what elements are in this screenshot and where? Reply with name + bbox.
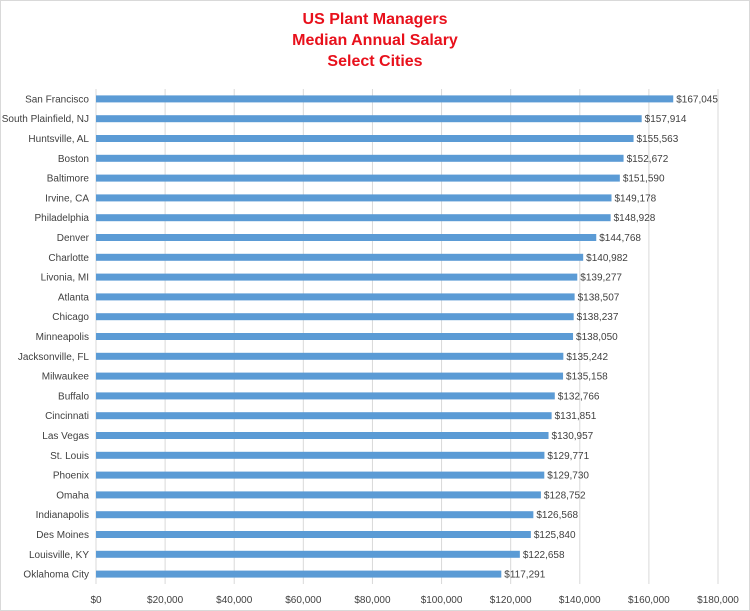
category-label: Phoenix: [53, 471, 89, 482]
bar: [96, 333, 574, 340]
bar: [96, 550, 520, 558]
bar: [96, 471, 545, 479]
data-label: $126,568: [536, 510, 578, 521]
data-label: $138,507: [578, 292, 620, 303]
category-label: Baltimore: [47, 174, 90, 185]
data-label: $148,928: [614, 213, 656, 224]
chart-title: US Plant Managers Median Annual Salary S…: [1, 9, 749, 72]
data-label: $131,851: [555, 411, 597, 422]
bar: [96, 491, 541, 499]
bar: [96, 392, 555, 400]
category-label: South Plainfield, NJ: [2, 114, 89, 125]
data-label: $157,914: [645, 114, 687, 125]
category-label: Oklahoma City: [23, 570, 89, 581]
data-label: $140,982: [586, 253, 628, 264]
category-label: Des Moines: [36, 530, 89, 541]
data-label: $135,158: [566, 372, 608, 383]
category-label: Milwaukee: [42, 372, 90, 383]
data-label: $144,768: [599, 233, 641, 244]
data-label: $117,291: [504, 570, 545, 581]
data-labels: $167,045 $157,914 $155,563 $152,672 $151,590…: [504, 94, 718, 580]
data-label: $135,242: [566, 352, 608, 363]
x-tick-label: $80,000: [354, 595, 391, 606]
category-label: Philadelphia: [35, 213, 90, 224]
data-label: $155,563: [637, 134, 679, 145]
x-tick-label: $20,000: [147, 595, 184, 606]
data-label: $138,237: [577, 312, 619, 323]
bar: [96, 531, 531, 538]
category-label: Atlanta: [58, 292, 90, 303]
bar: [96, 95, 674, 103]
category-label: Cincinnati: [45, 411, 89, 422]
data-label: $129,730: [547, 471, 589, 482]
bar: [96, 372, 564, 380]
bar: [96, 174, 620, 182]
bar: [96, 154, 624, 162]
data-label: $130,957: [552, 431, 594, 442]
category-label: Louisville, KY: [29, 550, 89, 561]
bar: [96, 194, 612, 202]
category-label: Jacksonville, FL: [18, 352, 90, 363]
bar: [96, 253, 584, 261]
x-tick-label: $140,000: [559, 595, 601, 606]
x-tick-label: $0: [90, 595, 102, 606]
category-label: Livonia, MI: [41, 273, 89, 284]
bar: [96, 273, 578, 281]
category-label: Minneapolis: [36, 332, 89, 343]
data-label: $128,752: [544, 490, 586, 501]
x-tick-label: $120,000: [490, 595, 532, 606]
chart-title-line-1: US Plant Managers: [302, 11, 448, 28]
category-label: Buffalo: [58, 391, 89, 402]
bar: [96, 115, 642, 123]
category-label: Charlotte: [48, 253, 89, 264]
bar: [96, 313, 574, 321]
bar: [96, 135, 634, 142]
category-labels: San Francisco South Plainfield, NJ Huntsvi…: [2, 94, 90, 580]
data-label: $152,672: [627, 154, 669, 165]
x-tick-label: $40,000: [216, 595, 253, 606]
bar: [96, 214, 611, 222]
data-label: $138,050: [576, 332, 618, 343]
category-label: San Francisco: [25, 94, 89, 105]
x-tick-label: $180,000: [697, 595, 739, 606]
category-label: Denver: [57, 233, 90, 244]
category-label: Irvine, CA: [45, 193, 89, 204]
data-label: $125,840: [534, 530, 576, 541]
bars: [96, 95, 674, 578]
category-label: Huntsville, AL: [28, 134, 89, 145]
chart-title-line-3: Select Cities: [327, 53, 423, 70]
data-label: $139,277: [580, 273, 622, 284]
data-label: $129,771: [547, 451, 589, 462]
bar: [96, 293, 575, 301]
data-label: $149,178: [614, 193, 656, 204]
data-label: $151,590: [623, 174, 665, 185]
category-label: Chicago: [52, 312, 89, 323]
category-label: Indianapolis: [36, 510, 89, 521]
x-tick-label: $160,000: [628, 595, 670, 606]
x-tick-label: $100,000: [421, 595, 463, 606]
data-label: $132,766: [558, 391, 600, 402]
category-label: Omaha: [56, 490, 89, 501]
category-label: Boston: [58, 154, 89, 165]
x-tick-label: $60,000: [285, 595, 322, 606]
bar: [96, 234, 597, 241]
data-label: $167,045: [676, 94, 718, 105]
category-label: Las Vegas: [42, 431, 89, 442]
bar: [96, 451, 545, 459]
chart-title-line-2: Median Annual Salary: [292, 32, 458, 49]
bar: [96, 570, 502, 578]
bar: [96, 412, 552, 420]
x-tick-labels: $0 $20,000 $40,000 $60,000 $80,000 $100,000 $1…: [90, 595, 739, 606]
category-label: St. Louis: [50, 451, 89, 462]
bar: [96, 432, 549, 439]
bar: [96, 352, 564, 360]
bar: [96, 511, 534, 519]
data-label: $122,658: [523, 550, 565, 561]
